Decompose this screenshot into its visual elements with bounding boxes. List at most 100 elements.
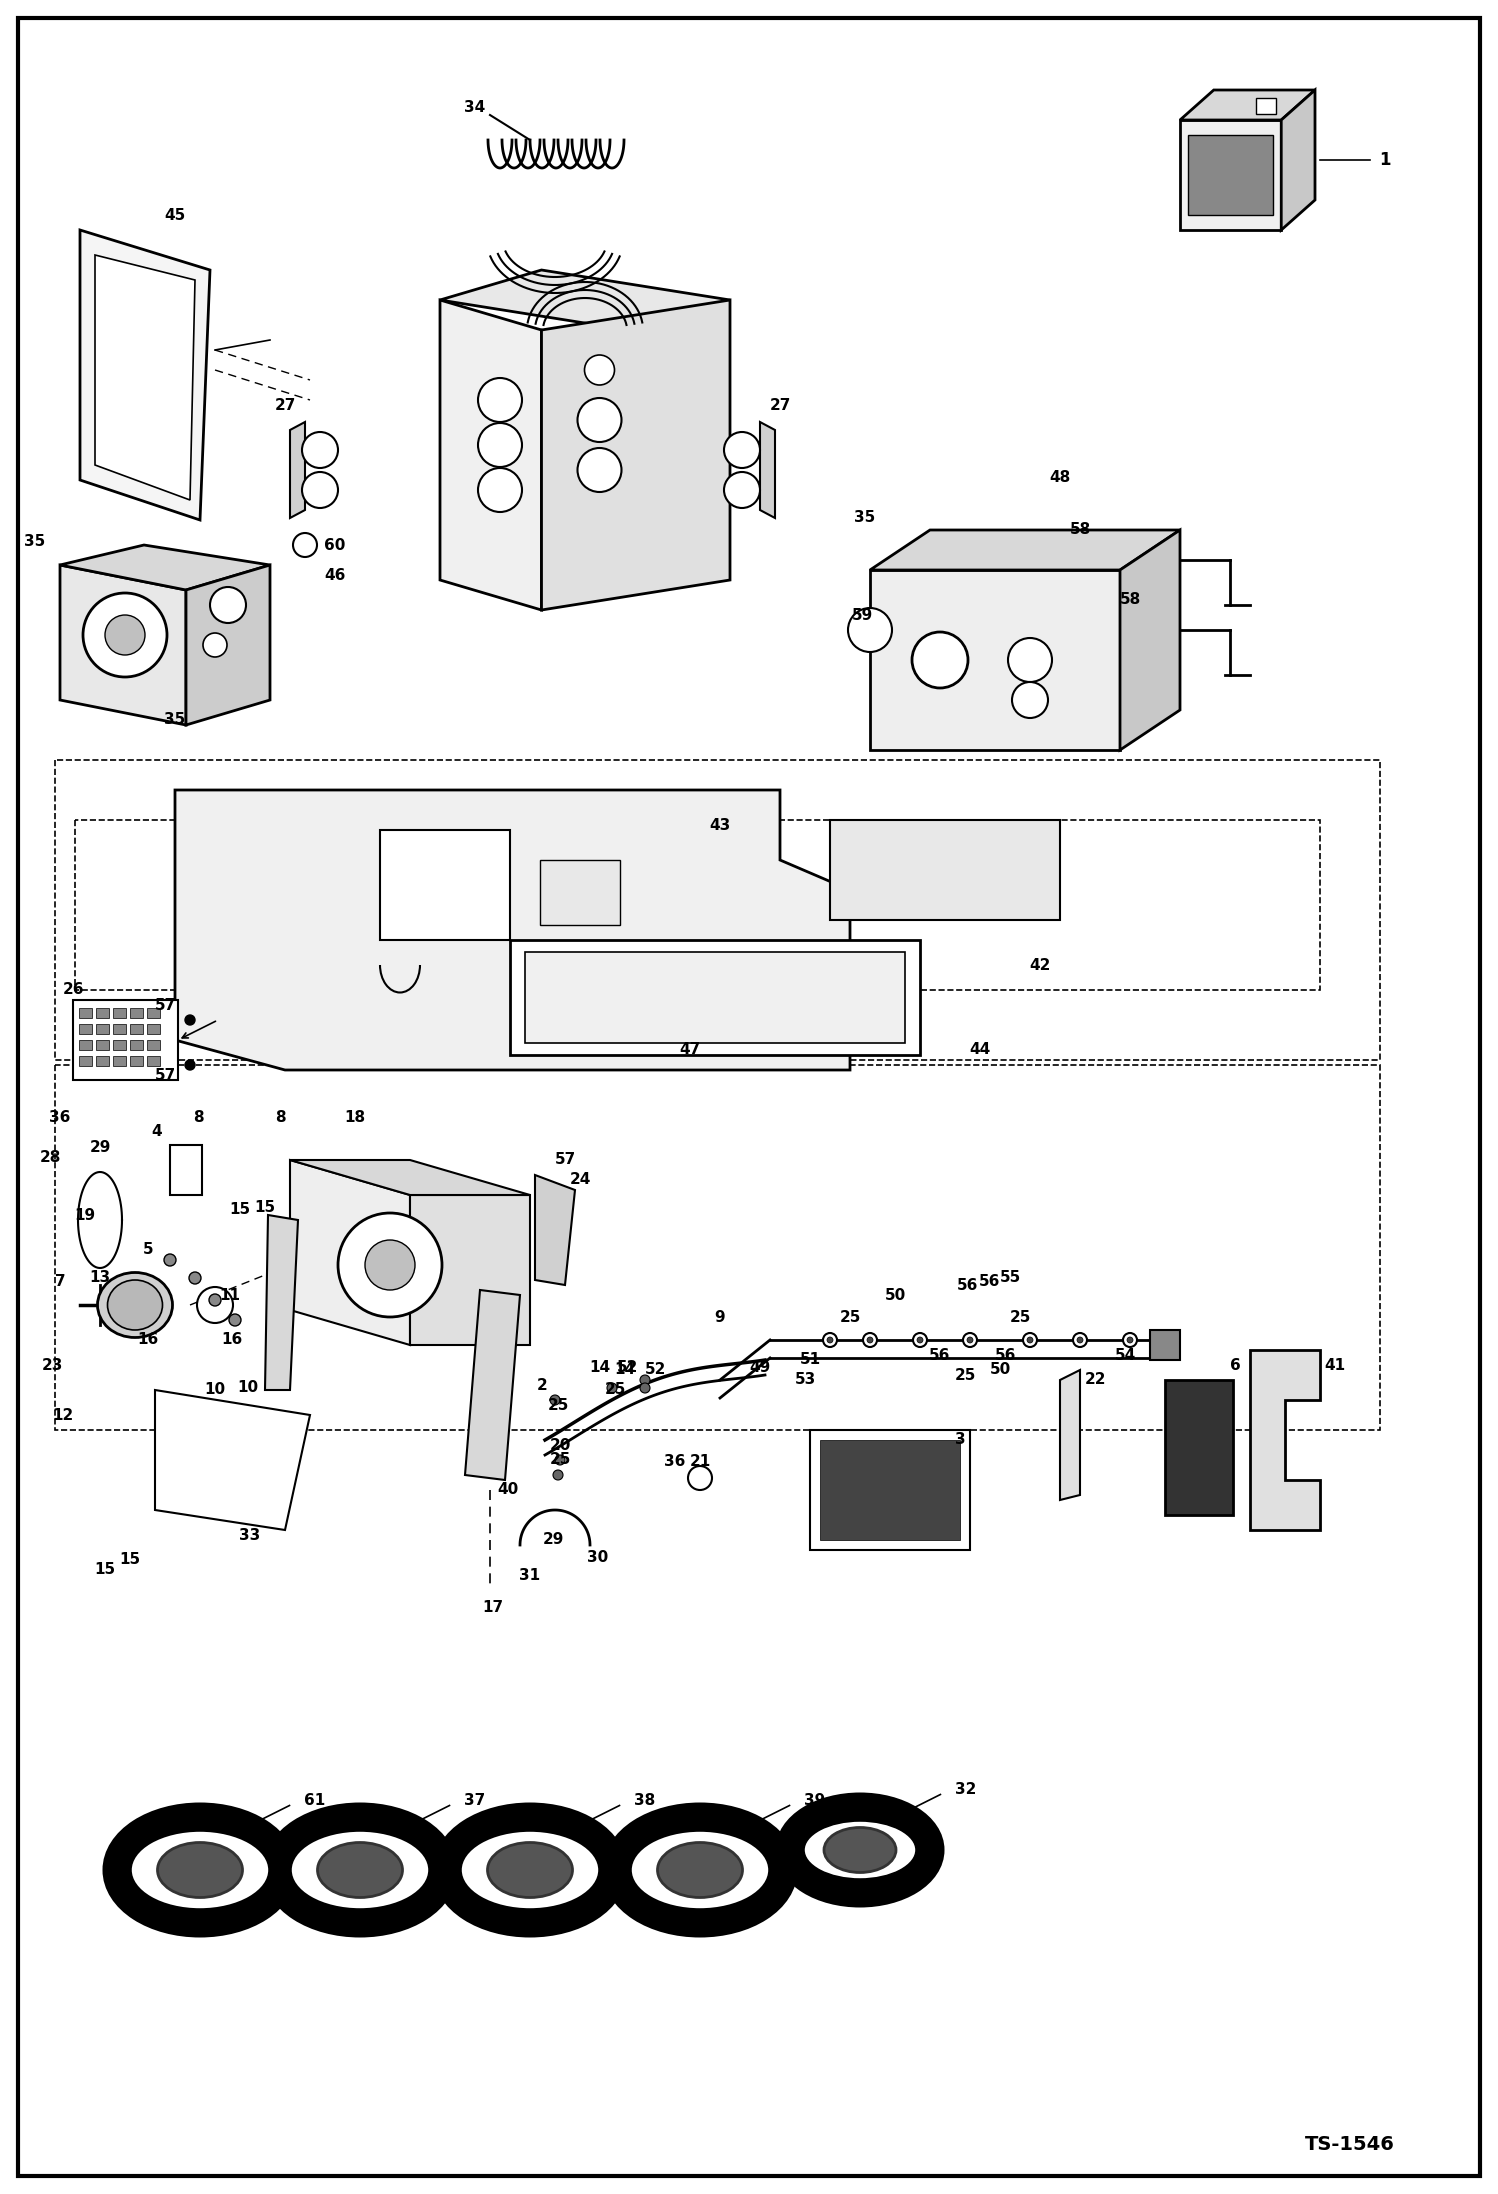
Ellipse shape bbox=[108, 1279, 162, 1330]
Bar bbox=[79, 1007, 91, 1018]
Text: 52: 52 bbox=[617, 1360, 638, 1376]
Bar bbox=[96, 1055, 109, 1066]
Circle shape bbox=[822, 1334, 837, 1347]
Text: 20: 20 bbox=[550, 1437, 571, 1452]
Circle shape bbox=[184, 1016, 195, 1025]
Text: 12: 12 bbox=[52, 1409, 73, 1422]
Bar bbox=[1188, 136, 1273, 215]
Circle shape bbox=[229, 1314, 241, 1325]
Circle shape bbox=[912, 1334, 927, 1347]
Bar bbox=[1257, 99, 1276, 114]
Text: 50: 50 bbox=[884, 1288, 906, 1303]
Circle shape bbox=[105, 614, 145, 656]
Text: 61: 61 bbox=[304, 1792, 325, 1808]
Circle shape bbox=[294, 533, 318, 557]
Text: 32: 32 bbox=[954, 1782, 977, 1797]
Bar bbox=[147, 1055, 160, 1066]
Text: 41: 41 bbox=[1324, 1358, 1345, 1373]
Text: 52: 52 bbox=[644, 1362, 665, 1378]
Bar bbox=[810, 1430, 971, 1549]
Circle shape bbox=[204, 634, 228, 656]
Text: 35: 35 bbox=[24, 535, 45, 548]
Circle shape bbox=[578, 448, 622, 491]
Text: 15: 15 bbox=[120, 1553, 141, 1567]
Bar bbox=[130, 1055, 142, 1066]
Circle shape bbox=[198, 1288, 234, 1323]
Text: 34: 34 bbox=[464, 101, 485, 116]
Text: 25: 25 bbox=[839, 1310, 861, 1325]
Circle shape bbox=[688, 1466, 712, 1490]
Bar bbox=[96, 1025, 109, 1033]
Bar bbox=[73, 1000, 178, 1079]
Text: 57: 57 bbox=[154, 998, 175, 1011]
Polygon shape bbox=[464, 1290, 520, 1481]
Text: 14: 14 bbox=[589, 1360, 611, 1376]
Polygon shape bbox=[440, 270, 730, 329]
Text: 43: 43 bbox=[710, 818, 731, 832]
Polygon shape bbox=[1281, 90, 1315, 230]
Polygon shape bbox=[186, 566, 270, 724]
Ellipse shape bbox=[801, 1819, 918, 1880]
Ellipse shape bbox=[289, 1830, 431, 1911]
Text: 23: 23 bbox=[42, 1358, 63, 1373]
Ellipse shape bbox=[824, 1828, 896, 1871]
Circle shape bbox=[550, 1395, 560, 1404]
Text: 57: 57 bbox=[554, 1152, 575, 1167]
Polygon shape bbox=[265, 1215, 298, 1391]
Text: 8: 8 bbox=[193, 1110, 204, 1126]
Text: 26: 26 bbox=[63, 983, 84, 998]
Text: 35: 35 bbox=[165, 713, 186, 728]
Text: 27: 27 bbox=[274, 397, 295, 412]
Circle shape bbox=[1028, 1336, 1034, 1343]
Text: 37: 37 bbox=[464, 1792, 485, 1808]
Text: 3: 3 bbox=[954, 1433, 965, 1448]
Text: 55: 55 bbox=[999, 1270, 1020, 1286]
Polygon shape bbox=[524, 952, 905, 1042]
Bar bbox=[130, 1040, 142, 1051]
Text: 11: 11 bbox=[220, 1288, 241, 1303]
Text: 49: 49 bbox=[749, 1360, 770, 1376]
Polygon shape bbox=[1180, 121, 1281, 230]
Text: 28: 28 bbox=[39, 1150, 61, 1165]
Polygon shape bbox=[291, 421, 306, 518]
Circle shape bbox=[553, 1470, 563, 1481]
Polygon shape bbox=[1121, 531, 1180, 750]
Text: 24: 24 bbox=[569, 1172, 590, 1187]
Text: 27: 27 bbox=[770, 397, 791, 412]
Text: 15: 15 bbox=[255, 1200, 276, 1215]
Text: 5: 5 bbox=[142, 1242, 153, 1257]
Bar bbox=[147, 1007, 160, 1018]
Polygon shape bbox=[94, 255, 195, 500]
Text: 6: 6 bbox=[1230, 1358, 1240, 1373]
Circle shape bbox=[163, 1255, 175, 1266]
Text: 29: 29 bbox=[542, 1531, 563, 1547]
Text: 30: 30 bbox=[587, 1551, 608, 1567]
Text: 36: 36 bbox=[664, 1455, 686, 1470]
Text: 10: 10 bbox=[204, 1382, 226, 1398]
Bar bbox=[112, 1055, 126, 1066]
Text: 50: 50 bbox=[989, 1362, 1011, 1378]
Polygon shape bbox=[541, 301, 730, 610]
Bar bbox=[130, 1007, 142, 1018]
Text: 51: 51 bbox=[800, 1352, 821, 1367]
Ellipse shape bbox=[318, 1843, 403, 1898]
Circle shape bbox=[210, 588, 246, 623]
Text: 13: 13 bbox=[90, 1270, 111, 1286]
Polygon shape bbox=[291, 1161, 530, 1196]
Polygon shape bbox=[410, 1196, 530, 1345]
Polygon shape bbox=[870, 570, 1121, 750]
Circle shape bbox=[366, 1240, 415, 1290]
Text: 25: 25 bbox=[604, 1382, 626, 1398]
Polygon shape bbox=[291, 1161, 410, 1345]
Polygon shape bbox=[509, 939, 920, 1055]
Text: 29: 29 bbox=[90, 1141, 111, 1156]
Circle shape bbox=[848, 608, 891, 652]
Text: 44: 44 bbox=[969, 1042, 990, 1058]
Text: 18: 18 bbox=[345, 1110, 366, 1126]
Text: 54: 54 bbox=[1115, 1347, 1135, 1362]
Text: 25: 25 bbox=[550, 1452, 571, 1468]
Text: 48: 48 bbox=[1050, 470, 1071, 485]
Circle shape bbox=[478, 377, 521, 421]
Text: 46: 46 bbox=[324, 568, 346, 581]
Text: 16: 16 bbox=[138, 1332, 159, 1347]
